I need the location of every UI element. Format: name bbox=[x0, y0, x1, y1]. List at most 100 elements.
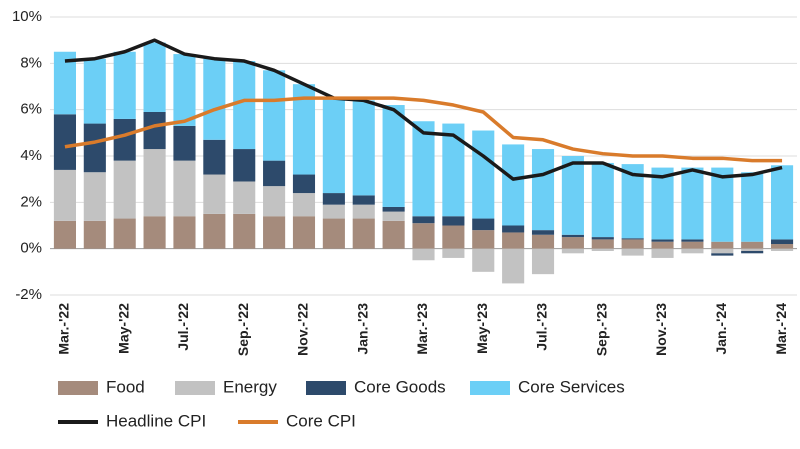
bar-segment bbox=[621, 238, 644, 240]
bar-segment bbox=[53, 51, 76, 115]
legend-label: Core CPI bbox=[286, 411, 356, 430]
bar-segment bbox=[711, 167, 734, 242]
bar-segment bbox=[382, 105, 405, 207]
bar-segment bbox=[83, 172, 106, 221]
bar-segment bbox=[591, 237, 614, 240]
y-tick-label: 6% bbox=[20, 101, 42, 118]
line-series bbox=[64, 38, 783, 181]
bar-segment bbox=[651, 241, 674, 249]
bar-segment bbox=[233, 181, 256, 214]
bar-segment bbox=[472, 218, 495, 231]
bar-segment bbox=[651, 239, 674, 242]
bar-segment bbox=[53, 220, 76, 249]
x-tick-label: Jan.-'23 bbox=[354, 303, 370, 355]
bar-segment bbox=[651, 248, 674, 258]
bar-segment bbox=[442, 225, 465, 249]
bar-segment bbox=[591, 162, 614, 238]
bar-segment bbox=[203, 139, 226, 175]
bar-segment bbox=[53, 114, 76, 170]
bar-segment bbox=[561, 237, 584, 249]
bar-segment bbox=[502, 225, 525, 233]
bar-segment bbox=[561, 234, 584, 238]
line-series bbox=[64, 96, 783, 163]
bar-segment bbox=[322, 218, 345, 249]
bar-segment bbox=[292, 216, 316, 249]
x-tick-label: Jul.-'22 bbox=[175, 303, 191, 351]
bar-segment bbox=[203, 213, 226, 249]
x-tick-label: May-'22 bbox=[115, 303, 131, 354]
bar-segment bbox=[412, 121, 435, 217]
bar-segment bbox=[382, 211, 405, 221]
bar-segment bbox=[263, 160, 286, 187]
bar-segment bbox=[711, 248, 734, 254]
bar-segment bbox=[472, 248, 495, 272]
legend-label: Headline CPI bbox=[106, 411, 206, 430]
y-tick-label: 2% bbox=[20, 193, 42, 210]
bar-segment bbox=[502, 144, 525, 226]
bar-segment bbox=[412, 223, 435, 249]
bar-segment bbox=[741, 172, 764, 242]
bar-segment bbox=[292, 84, 316, 175]
bar-segment bbox=[681, 239, 704, 242]
bar-segment bbox=[352, 100, 375, 196]
bar-segment bbox=[531, 248, 555, 275]
x-tick-label: May-'23 bbox=[474, 303, 490, 354]
x-tick-label: Sep.-'22 bbox=[235, 303, 251, 356]
bar-segment bbox=[741, 241, 764, 249]
bar-segment bbox=[472, 130, 495, 219]
y-tick-label: -2% bbox=[15, 286, 42, 303]
x-tick-label: Nov.-'22 bbox=[295, 303, 311, 356]
bar-segment bbox=[382, 206, 405, 212]
y-tick-label: 0% bbox=[20, 240, 42, 257]
legend-swatch bbox=[306, 381, 346, 395]
bar-segment bbox=[502, 248, 525, 284]
bar-segment bbox=[531, 149, 555, 231]
bar-segment bbox=[621, 164, 644, 239]
bar-segment bbox=[561, 156, 584, 235]
bar-segment bbox=[263, 186, 286, 217]
bar-segment bbox=[352, 218, 375, 249]
bar-segment bbox=[83, 123, 106, 173]
bar-segment bbox=[531, 234, 555, 249]
legend-label: Core Goods bbox=[354, 377, 446, 396]
bar-segment bbox=[113, 160, 136, 219]
bar-segment bbox=[741, 250, 764, 254]
bar-segment bbox=[621, 239, 644, 249]
bar-segment bbox=[203, 174, 226, 214]
bar-segment bbox=[233, 61, 256, 150]
bar-segment bbox=[502, 232, 525, 249]
bar-segment bbox=[203, 58, 226, 140]
bar-segment bbox=[83, 58, 106, 124]
bar-segment bbox=[741, 248, 764, 251]
x-tick-label: Nov.-'23 bbox=[653, 303, 669, 356]
bar-segment bbox=[173, 54, 196, 126]
x-tick-label: Jan.-'24 bbox=[713, 303, 729, 355]
legend-label: Core Services bbox=[518, 377, 625, 396]
bar-segment bbox=[53, 169, 76, 221]
bar-segment bbox=[412, 248, 435, 261]
legend-swatch bbox=[58, 381, 98, 395]
bar-segment bbox=[651, 167, 674, 240]
bar-segment bbox=[681, 241, 704, 249]
bar-segment bbox=[591, 239, 614, 249]
bar-segment bbox=[561, 248, 584, 254]
bar-segment bbox=[143, 149, 166, 217]
y-tick-label: 10% bbox=[12, 8, 42, 25]
legend-swatch bbox=[470, 381, 510, 395]
bar-segment bbox=[263, 70, 286, 161]
bar-segment bbox=[292, 193, 316, 217]
bar-segment bbox=[771, 165, 794, 240]
x-tick-label: Jul.-'23 bbox=[534, 303, 550, 351]
bar-segment bbox=[771, 244, 794, 249]
bar-segment bbox=[681, 167, 704, 240]
legend-label: Energy bbox=[223, 377, 277, 396]
bar-segment bbox=[263, 216, 286, 249]
bar-segment bbox=[412, 216, 435, 224]
y-tick-label: 4% bbox=[20, 147, 42, 164]
y-tick-label: 8% bbox=[20, 54, 42, 71]
bar-segment bbox=[382, 220, 405, 249]
x-tick-label: Mar.-'23 bbox=[414, 303, 430, 355]
bar-segment bbox=[173, 125, 196, 161]
bar-segment bbox=[143, 216, 166, 249]
